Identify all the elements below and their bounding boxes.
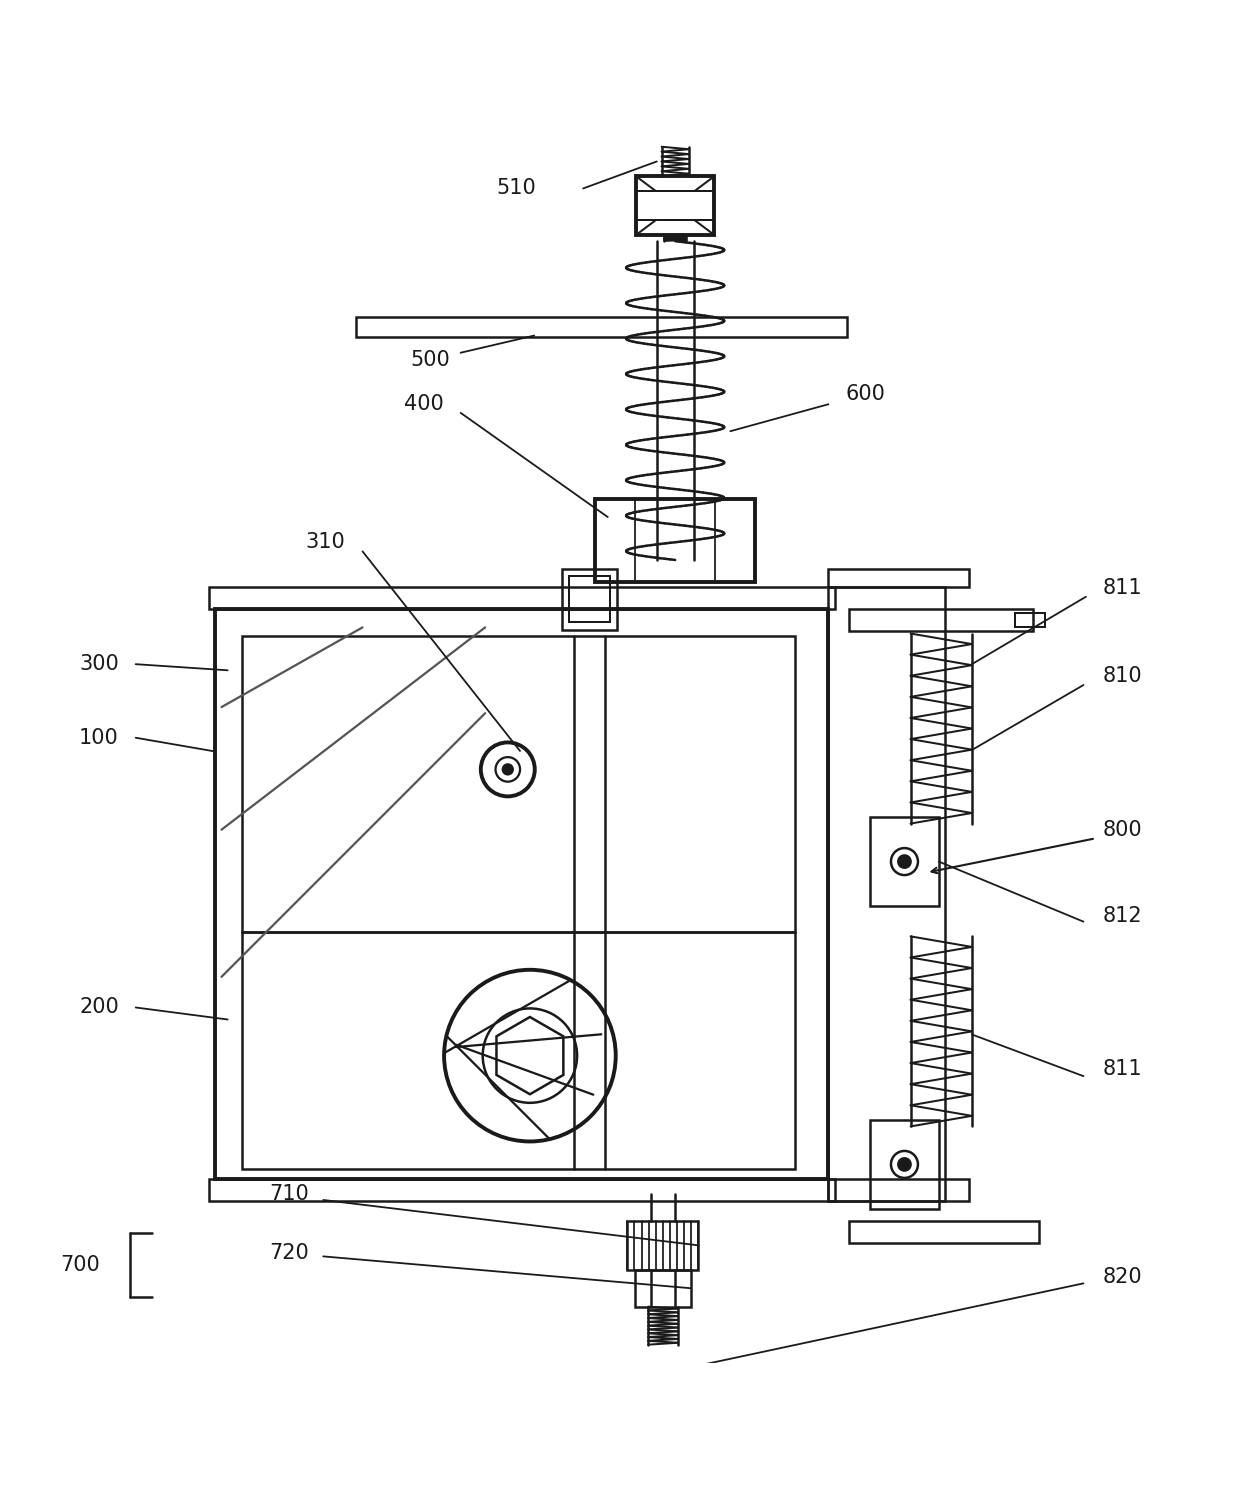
Bar <box>562 568 618 630</box>
Bar <box>636 176 714 236</box>
Text: 100: 100 <box>79 728 119 747</box>
Text: 800: 800 <box>1102 819 1142 840</box>
Circle shape <box>503 765 512 774</box>
Text: 710: 710 <box>269 1184 309 1204</box>
Bar <box>242 636 795 933</box>
Text: 811: 811 <box>1102 1059 1142 1078</box>
Text: 700: 700 <box>61 1256 100 1275</box>
Text: 600: 600 <box>846 384 885 405</box>
Bar <box>242 933 795 1170</box>
Circle shape <box>898 1158 910 1170</box>
Bar <box>356 316 847 338</box>
Bar <box>828 568 970 586</box>
Text: 500: 500 <box>410 350 450 370</box>
Bar <box>1014 612 1045 627</box>
Text: 310: 310 <box>306 531 346 552</box>
Text: 812: 812 <box>1102 906 1142 926</box>
Bar <box>849 609 1033 631</box>
Text: 510: 510 <box>496 178 536 198</box>
Text: 820: 820 <box>1102 1268 1142 1287</box>
Bar <box>210 586 835 609</box>
Bar <box>595 498 755 582</box>
Text: 200: 200 <box>79 998 119 1017</box>
Text: 720: 720 <box>269 1242 309 1263</box>
Bar <box>210 1179 835 1202</box>
Bar <box>870 1120 939 1209</box>
Bar <box>216 609 828 1179</box>
Text: 400: 400 <box>404 394 444 414</box>
Bar <box>849 1221 1039 1244</box>
Bar <box>627 1221 698 1270</box>
Bar <box>635 1270 691 1306</box>
Circle shape <box>898 855 910 867</box>
Bar <box>870 818 939 906</box>
Text: 300: 300 <box>79 654 119 674</box>
Bar <box>828 586 945 1202</box>
Text: 811: 811 <box>1102 578 1142 598</box>
Bar <box>569 576 610 622</box>
Text: 810: 810 <box>1102 666 1142 687</box>
Bar <box>828 1179 970 1202</box>
